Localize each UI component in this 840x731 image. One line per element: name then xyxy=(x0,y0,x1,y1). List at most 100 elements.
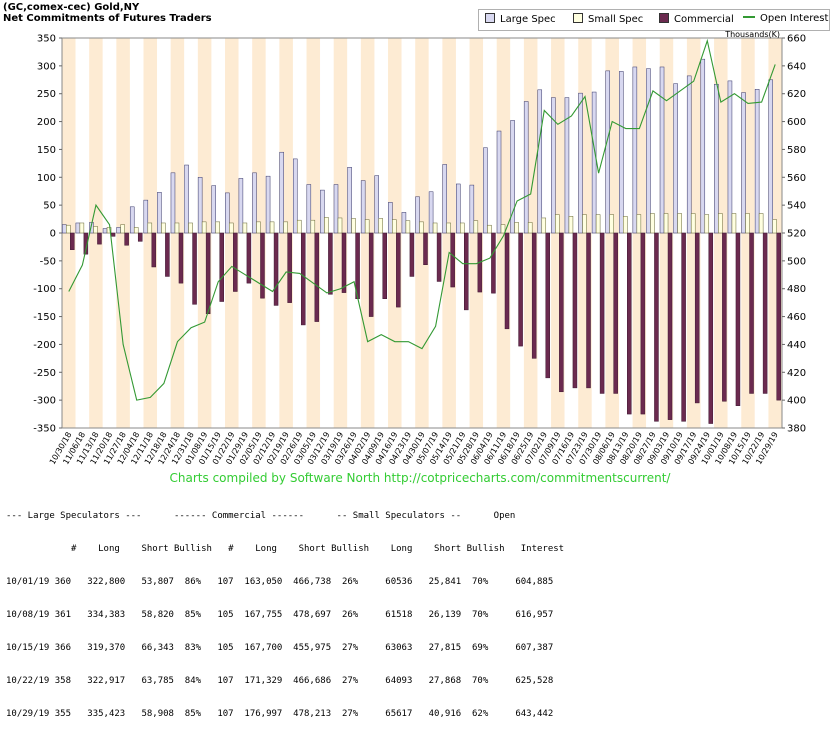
left-tick-label: -100 xyxy=(33,284,56,295)
table-row: 10/01/19 360 322,800 53,807 86% 107 163,… xyxy=(6,577,554,587)
bar-small-spec xyxy=(79,222,85,234)
right-tick-label: 400 xyxy=(787,396,806,407)
bar-commercial xyxy=(681,232,686,422)
bar-small-spec xyxy=(283,221,288,234)
bar-small-spec xyxy=(161,222,166,234)
bar-large-spec xyxy=(727,80,733,234)
bar-small-spec xyxy=(758,213,764,234)
right-tick-label: 540 xyxy=(787,201,806,212)
bar-large-spec xyxy=(116,227,121,234)
bar-commercial xyxy=(518,232,523,347)
legend-open-interest: Open Interest xyxy=(743,13,828,24)
bar-commercial xyxy=(246,232,252,284)
bar-large-spec xyxy=(632,66,638,234)
bar-small-spec xyxy=(174,222,180,234)
bar-small-spec xyxy=(229,222,234,234)
legend-swatch-commercial xyxy=(659,13,669,23)
bar-commercial xyxy=(627,232,632,415)
bar-commercial xyxy=(260,232,265,299)
left-tick-label: -300 xyxy=(33,396,56,407)
bar-commercial xyxy=(735,232,741,406)
right-tick-label: 560 xyxy=(787,173,806,184)
bar-small-spec xyxy=(337,217,343,234)
bar-small-spec xyxy=(677,213,682,234)
data-table: --- Large Speculators --- ------ Commerc… xyxy=(6,489,564,731)
bar-commercial xyxy=(273,232,279,306)
bar-small-spec xyxy=(133,227,139,234)
bar-commercial xyxy=(409,232,415,277)
bar-large-spec xyxy=(496,130,502,234)
bar-large-spec xyxy=(659,66,665,234)
bar-small-spec xyxy=(310,219,316,234)
bar-commercial xyxy=(423,232,428,266)
bar-commercial xyxy=(545,232,551,379)
table-group-header: --- Large Speculators --- ------ Commerc… xyxy=(6,511,516,521)
bar-small-spec xyxy=(772,219,777,234)
bar-large-spec xyxy=(197,177,203,234)
bar-small-spec xyxy=(324,217,329,234)
cot-chart: 350300250200150100500-50-100-150-200-250… xyxy=(33,30,806,466)
bar-commercial xyxy=(654,232,659,422)
right-tick-label: 520 xyxy=(787,229,806,240)
bar-commercial xyxy=(559,232,564,393)
left-tick-label: -150 xyxy=(33,312,56,323)
bar-small-spec xyxy=(188,222,193,234)
bar-large-spec xyxy=(347,167,352,234)
bar-small-spec xyxy=(269,221,275,234)
bar-small-spec xyxy=(745,213,750,234)
bar-large-spec xyxy=(523,101,529,234)
bar-large-spec xyxy=(510,120,515,234)
bar-small-spec xyxy=(704,214,710,234)
right-tick-label: 440 xyxy=(787,340,806,351)
table-column-header: # Long Short Bullish # Long Short Bullis… xyxy=(6,544,565,554)
bar-commercial xyxy=(110,232,116,237)
bar-large-spec xyxy=(333,184,339,234)
bar-large-spec xyxy=(225,192,230,234)
right-tick-label: 640 xyxy=(787,61,806,72)
bar-small-spec xyxy=(378,218,383,234)
bar-large-spec xyxy=(170,172,176,234)
legend-label-open-interest: Open Interest xyxy=(760,13,829,24)
bar-large-spec xyxy=(184,164,189,234)
bar-large-spec xyxy=(157,192,162,234)
bar-commercial xyxy=(219,232,224,302)
bar-small-spec xyxy=(66,224,71,234)
left-tick-label: 0 xyxy=(50,229,56,240)
left-tick-label: 250 xyxy=(37,89,56,100)
bar-large-spec xyxy=(754,89,760,234)
bar-large-spec xyxy=(483,147,488,234)
bar-commercial xyxy=(572,232,578,389)
legend-label-commercial: Commercial xyxy=(674,14,734,25)
bar-small-spec xyxy=(527,222,533,234)
legend-label-small-spec: Small Spec xyxy=(588,14,644,25)
bar-large-spec xyxy=(591,91,597,234)
bar-commercial xyxy=(192,232,197,305)
bar-small-spec xyxy=(663,213,669,234)
bar-commercial xyxy=(708,232,714,424)
legend-line-open-interest xyxy=(743,16,755,18)
bar-commercial xyxy=(464,232,469,311)
bar-commercial xyxy=(165,232,170,277)
left-tick-label: 100 xyxy=(37,173,56,184)
left-tick-label: 350 xyxy=(37,34,56,45)
bar-small-spec xyxy=(93,226,98,234)
bar-commercial xyxy=(640,232,646,415)
bar-small-spec xyxy=(460,222,465,234)
bar-commercial xyxy=(70,232,75,250)
bar-large-spec xyxy=(238,178,244,234)
bar-large-spec xyxy=(265,175,271,234)
bar-commercial xyxy=(491,232,496,294)
right-tick-label: 600 xyxy=(787,117,806,128)
bar-large-spec xyxy=(564,97,570,234)
bar-commercial xyxy=(667,232,673,420)
chart-subtitle: Net Commitments of Futures Traders xyxy=(3,13,212,24)
bar-small-spec xyxy=(609,214,614,234)
bar-commercial xyxy=(233,232,238,292)
bar-small-spec xyxy=(405,220,411,234)
bar-large-spec xyxy=(360,180,366,234)
bar-small-spec xyxy=(446,222,451,234)
chart-legend: Large Spec Small Spec Commercial Open In… xyxy=(478,9,830,31)
bar-large-spec xyxy=(456,183,461,234)
left-tick-label: -350 xyxy=(33,424,56,435)
open-interest-line xyxy=(68,38,776,401)
